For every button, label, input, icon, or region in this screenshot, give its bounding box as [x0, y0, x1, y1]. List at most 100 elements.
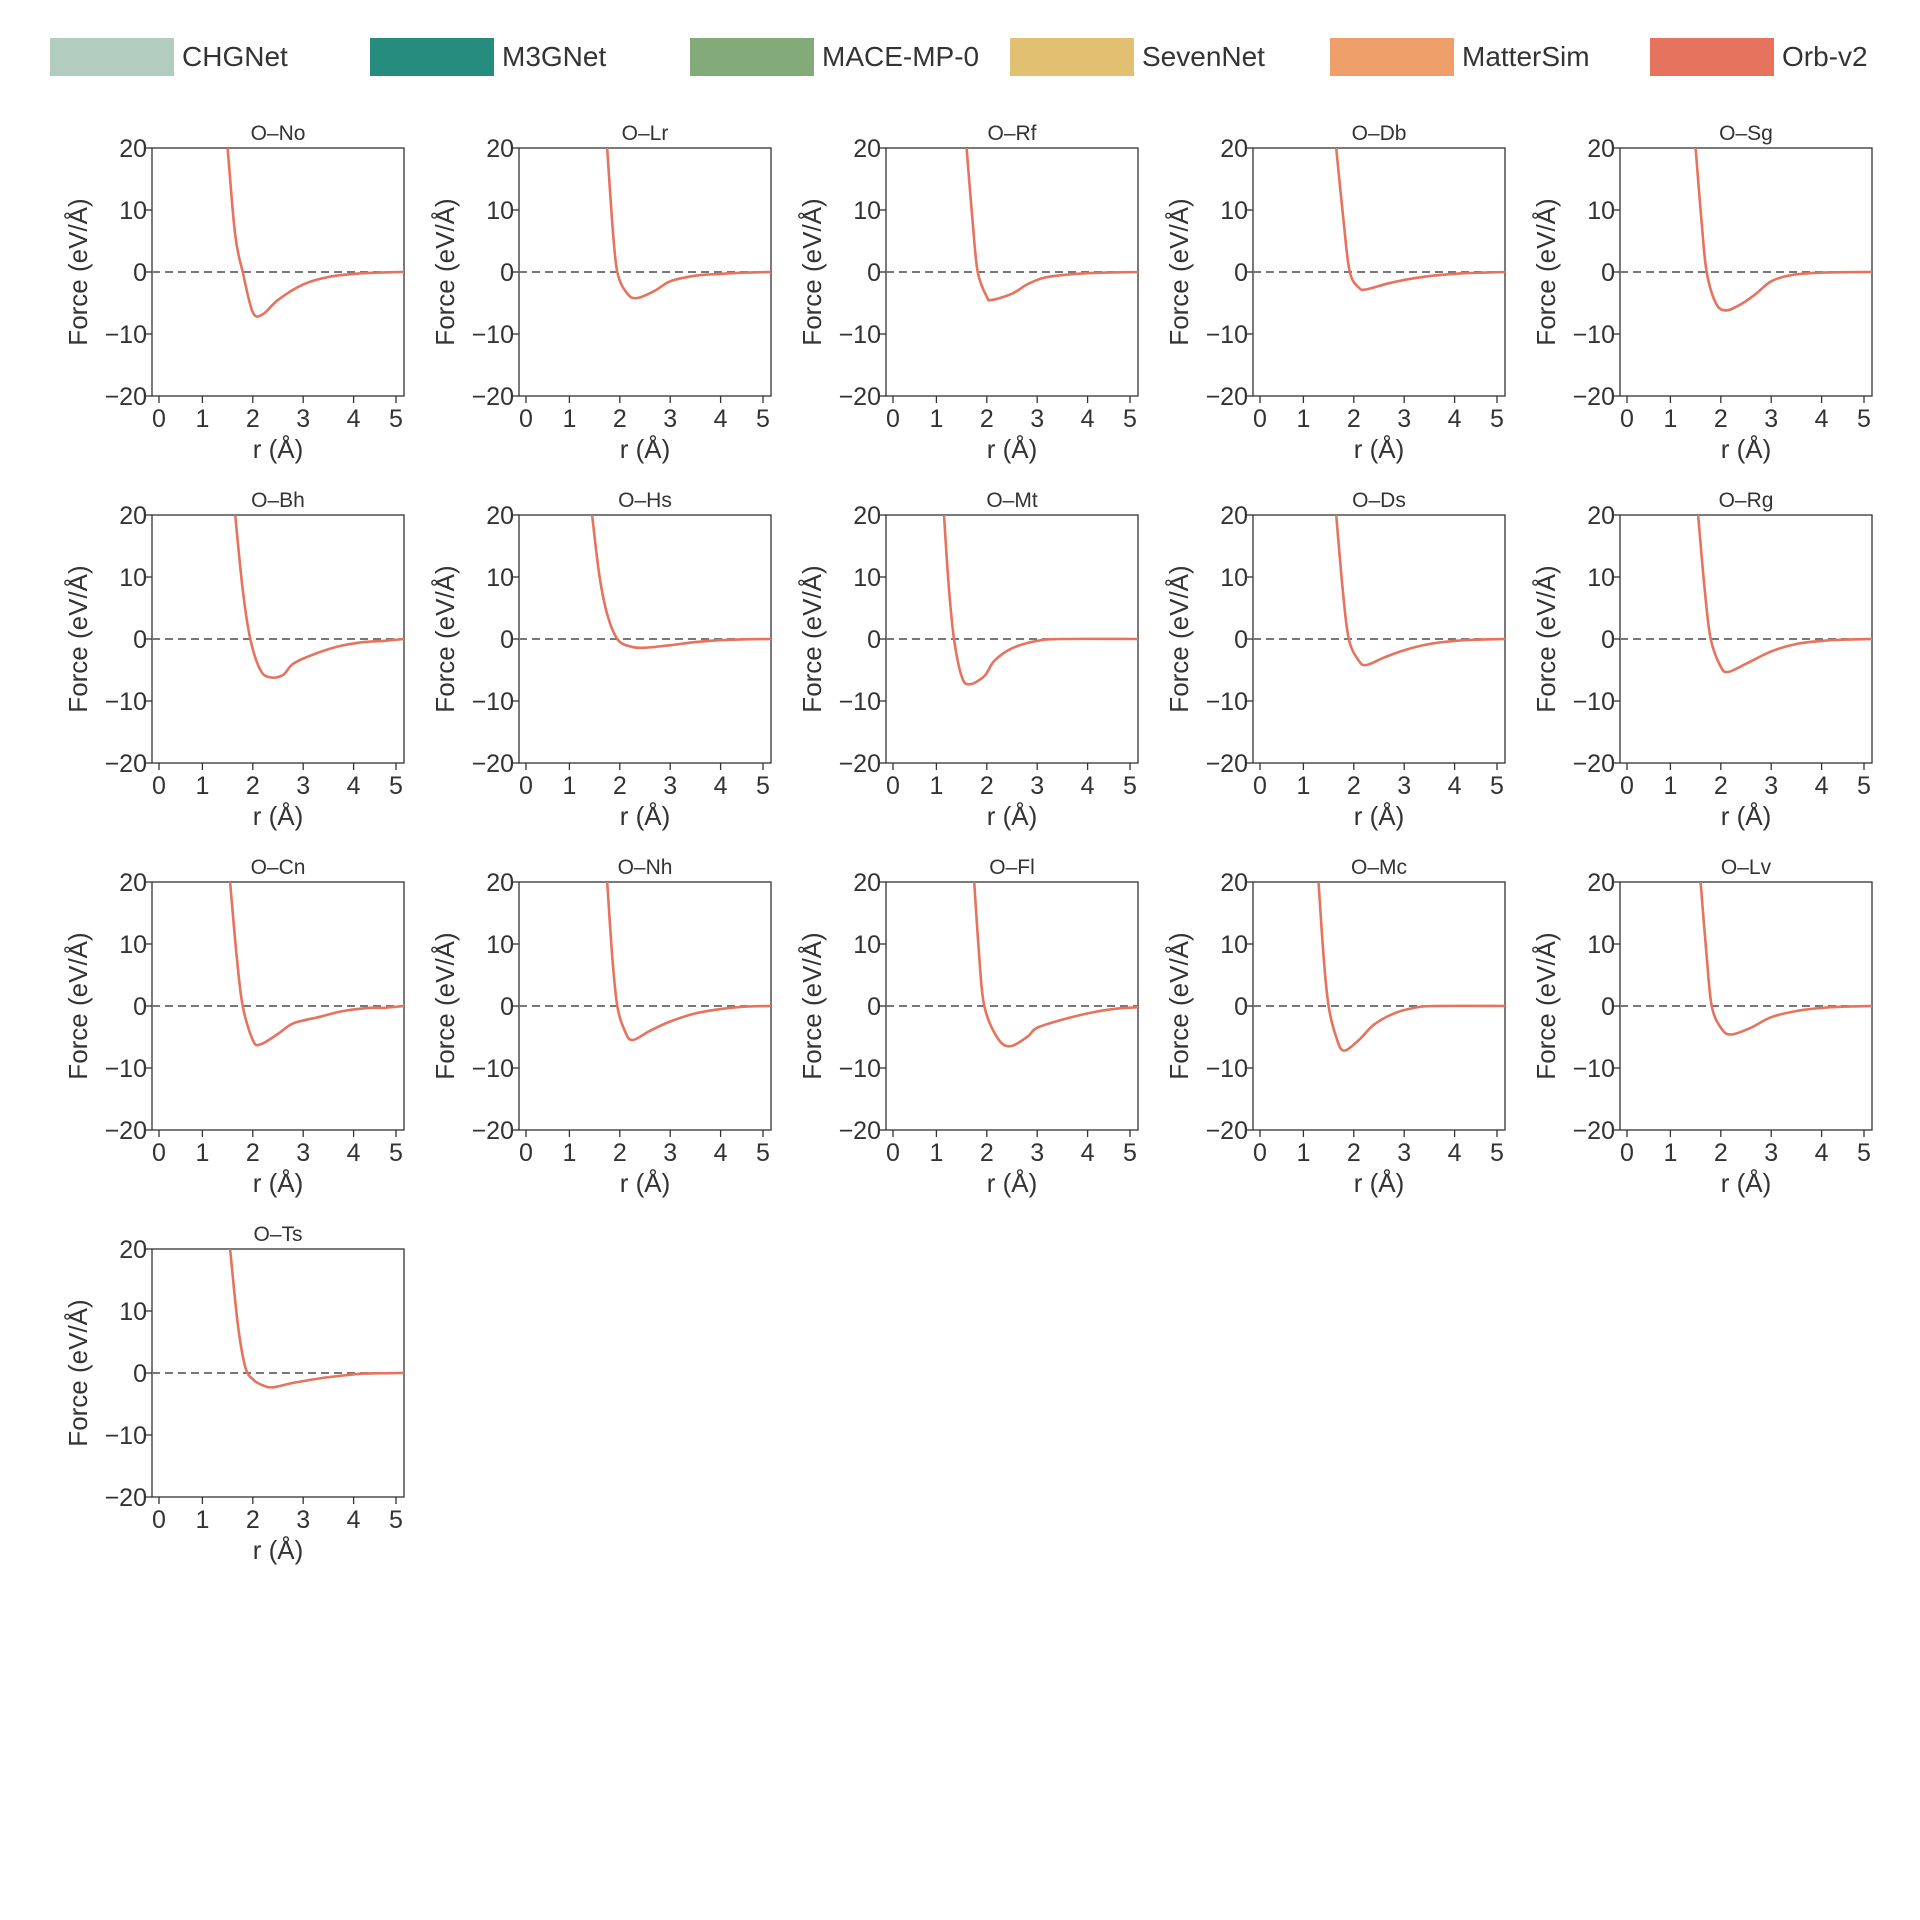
x-tick-label: 4	[1081, 1139, 1095, 1167]
subplot: O–Db 0 1 2 3 4 5 20 10 0 −10 −20 r (Å) Force (eV/Å)	[1164, 122, 1506, 464]
x-tick-label: 3	[1030, 1139, 1044, 1167]
x-tick-label: 2	[613, 1139, 627, 1167]
y-tick-label: 20	[853, 869, 881, 897]
x-tick-label: 3	[663, 1139, 677, 1167]
x-tick-label: 1	[1296, 1139, 1310, 1167]
y-tick-label: −10	[1573, 1055, 1615, 1083]
legend-item: SevenNet	[1010, 38, 1265, 76]
x-axis-label: r (Å)	[620, 1168, 671, 1198]
x-tick-label: 5	[1857, 405, 1871, 433]
y-tick-label: 10	[1220, 564, 1248, 592]
subplot: O–Ds 0 1 2 3 4 5 20 10 0 −10 −20 r (Å) Force (eV/Å)	[1164, 489, 1506, 831]
x-tick-label: 0	[1253, 1139, 1267, 1167]
subplot: O–Bh 0 1 2 3 4 5 20 10 0 −10 −20 r (Å) Force (eV/Å)	[63, 489, 405, 831]
y-axis-label: Force (eV/Å)	[63, 932, 93, 1079]
x-tick-label: 2	[246, 1139, 260, 1167]
x-tick-label: 5	[1490, 772, 1504, 800]
subplot-title: O–Ds	[1352, 489, 1406, 512]
series-line-orb-v2	[942, 515, 1138, 686]
y-tick-label: −20	[1573, 1117, 1615, 1145]
y-tick-label: 10	[486, 931, 514, 959]
x-tick-label: 1	[1663, 1139, 1677, 1167]
x-tick-label: 2	[1347, 1139, 1361, 1167]
x-axis-label: r (Å)	[253, 1535, 304, 1565]
series-line-orb-v2	[605, 882, 771, 1042]
x-tick-label: 0	[519, 1139, 533, 1167]
x-tick-label: 1	[195, 405, 209, 433]
series-line-orb-v2	[590, 515, 771, 650]
x-tick-label: 1	[1296, 405, 1310, 433]
x-tick-label: 0	[1253, 772, 1267, 800]
legend-item: MACE-MP-0	[690, 38, 979, 76]
y-tick-label: 0	[133, 626, 147, 654]
y-tick-label: 10	[1220, 931, 1248, 959]
x-tick-label: 0	[1620, 1139, 1634, 1167]
x-tick-label: 4	[1815, 772, 1829, 800]
x-tick-label: 5	[1857, 1139, 1871, 1167]
x-tick-label: 3	[1397, 405, 1411, 433]
y-tick-label: 0	[1601, 259, 1615, 287]
y-tick-label: 20	[119, 869, 147, 897]
x-tick-label: 5	[1490, 405, 1504, 433]
y-tick-label: −10	[105, 1422, 147, 1450]
y-tick-label: 0	[1601, 626, 1615, 654]
x-tick-label: 4	[347, 1139, 361, 1167]
series-line-orb-v2	[972, 882, 1138, 1048]
x-tick-label: 2	[1714, 1139, 1728, 1167]
x-tick-label: 3	[1397, 1139, 1411, 1167]
x-tick-label: 1	[929, 772, 943, 800]
x-tick-label: 3	[1030, 405, 1044, 433]
series-line-orb-v2	[965, 148, 1138, 302]
y-tick-label: −20	[1206, 1117, 1248, 1145]
legend-item: MatterSim	[1330, 38, 1590, 76]
x-tick-label: 5	[756, 772, 770, 800]
y-tick-label: 10	[1587, 931, 1615, 959]
x-tick-label: 2	[1347, 405, 1361, 433]
x-axis-label: r (Å)	[620, 801, 671, 831]
y-tick-label: 0	[867, 626, 881, 654]
y-tick-label: 10	[119, 197, 147, 225]
y-tick-label: 0	[133, 259, 147, 287]
y-tick-label: 20	[1587, 502, 1615, 530]
legend-swatch	[50, 38, 174, 76]
x-tick-label: 1	[195, 772, 209, 800]
x-tick-label: 4	[714, 405, 728, 433]
y-axis-label: Force (eV/Å)	[797, 198, 827, 345]
x-tick-label: 2	[980, 772, 994, 800]
y-tick-label: −10	[105, 321, 147, 349]
legend-item: CHGNet	[50, 38, 288, 76]
y-tick-label: −20	[1573, 750, 1615, 778]
x-tick-label: 4	[347, 1506, 361, 1534]
x-tick-label: 3	[663, 772, 677, 800]
x-tick-label: 3	[296, 1139, 310, 1167]
legend-label: MACE-MP-0	[822, 41, 980, 72]
y-tick-label: 20	[486, 502, 514, 530]
x-tick-label: 5	[756, 405, 770, 433]
x-tick-label: 0	[1620, 405, 1634, 433]
subplot: O–Nh 0 1 2 3 4 5 20 10 0 −10 −20 r (Å) Force (eV/Å)	[430, 856, 772, 1198]
series-line-orb-v2	[228, 1249, 404, 1389]
series-line-orb-v2	[226, 148, 404, 318]
subplot-title: O–No	[251, 122, 306, 145]
y-tick-label: 20	[853, 502, 881, 530]
series-line-orb-v2	[1317, 882, 1505, 1052]
x-tick-label: 3	[1030, 772, 1044, 800]
x-tick-label: 0	[152, 1139, 166, 1167]
x-axis-label: r (Å)	[620, 434, 671, 464]
y-tick-label: −20	[105, 1117, 147, 1145]
y-axis-label: Force (eV/Å)	[797, 565, 827, 712]
x-tick-label: 0	[1253, 405, 1267, 433]
y-tick-label: 10	[1587, 564, 1615, 592]
x-tick-label: 2	[1714, 405, 1728, 433]
x-tick-label: 1	[562, 1139, 576, 1167]
x-tick-label: 2	[980, 1139, 994, 1167]
y-tick-label: 10	[1220, 197, 1248, 225]
y-tick-label: 20	[1587, 135, 1615, 163]
y-tick-label: 0	[500, 626, 514, 654]
y-tick-label: −10	[1206, 688, 1248, 716]
y-axis-label: Force (eV/Å)	[63, 1299, 93, 1446]
legend-label: MatterSim	[1462, 41, 1590, 72]
x-axis-label: r (Å)	[987, 1168, 1038, 1198]
x-tick-label: 0	[886, 405, 900, 433]
